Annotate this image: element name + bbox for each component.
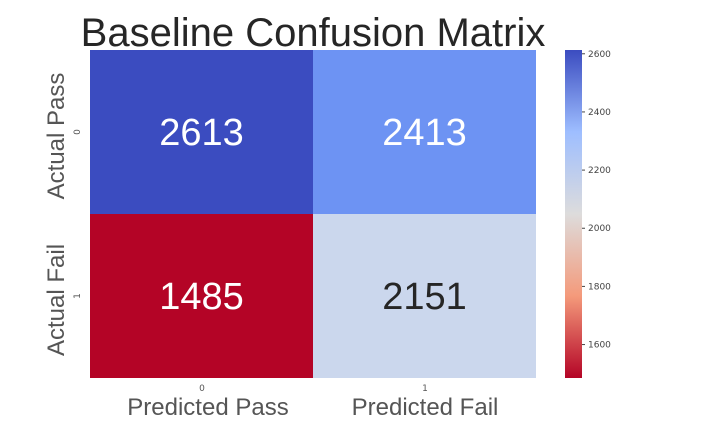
y-label-actual-pass: Actual Pass	[43, 73, 70, 200]
heatmap-cell-r0-c0	[90, 50, 313, 214]
colorbar-tick-label-2600: 2600	[588, 50, 611, 60]
colorbar-tick-label-2400: 2400	[588, 108, 611, 118]
colorbar-tick-label-1800: 1800	[588, 282, 611, 292]
colorbar-tick-label-2000: 2000	[588, 224, 611, 234]
cell-value-r1-c1: 2151	[382, 276, 467, 318]
x-label-predicted-fail: Predicted Fail	[352, 394, 499, 421]
colorbar	[565, 50, 582, 378]
colorbar-ticks: 1600 1800 2000 2200 2400 2600	[582, 50, 611, 351]
chart-title: Baseline Confusion Matrix	[81, 11, 546, 55]
heatmap-cell-r0-c1	[313, 50, 536, 214]
heatmap-cell-r1-c1	[313, 214, 536, 378]
cell-value-r1-c0: 1485	[159, 276, 244, 318]
heatmap-cell-r1-c0	[90, 214, 313, 378]
heatmap-cells: 2613 2413 1485 2151	[90, 50, 536, 378]
y-tick-1: 1	[73, 293, 83, 299]
colorbar-tick-label-1600: 1600	[588, 341, 611, 351]
cell-value-r0-c0: 2613	[159, 112, 244, 154]
x-tick-0: 0	[199, 384, 205, 394]
cell-value-r0-c1: 2413	[382, 112, 467, 154]
x-label-predicted-pass: Predicted Pass	[127, 394, 288, 421]
x-tick-1: 1	[422, 384, 428, 394]
colorbar-tick-label-2200: 2200	[588, 166, 611, 176]
y-tick-0: 0	[73, 129, 83, 135]
y-label-actual-fail: Actual Fail	[43, 244, 70, 356]
